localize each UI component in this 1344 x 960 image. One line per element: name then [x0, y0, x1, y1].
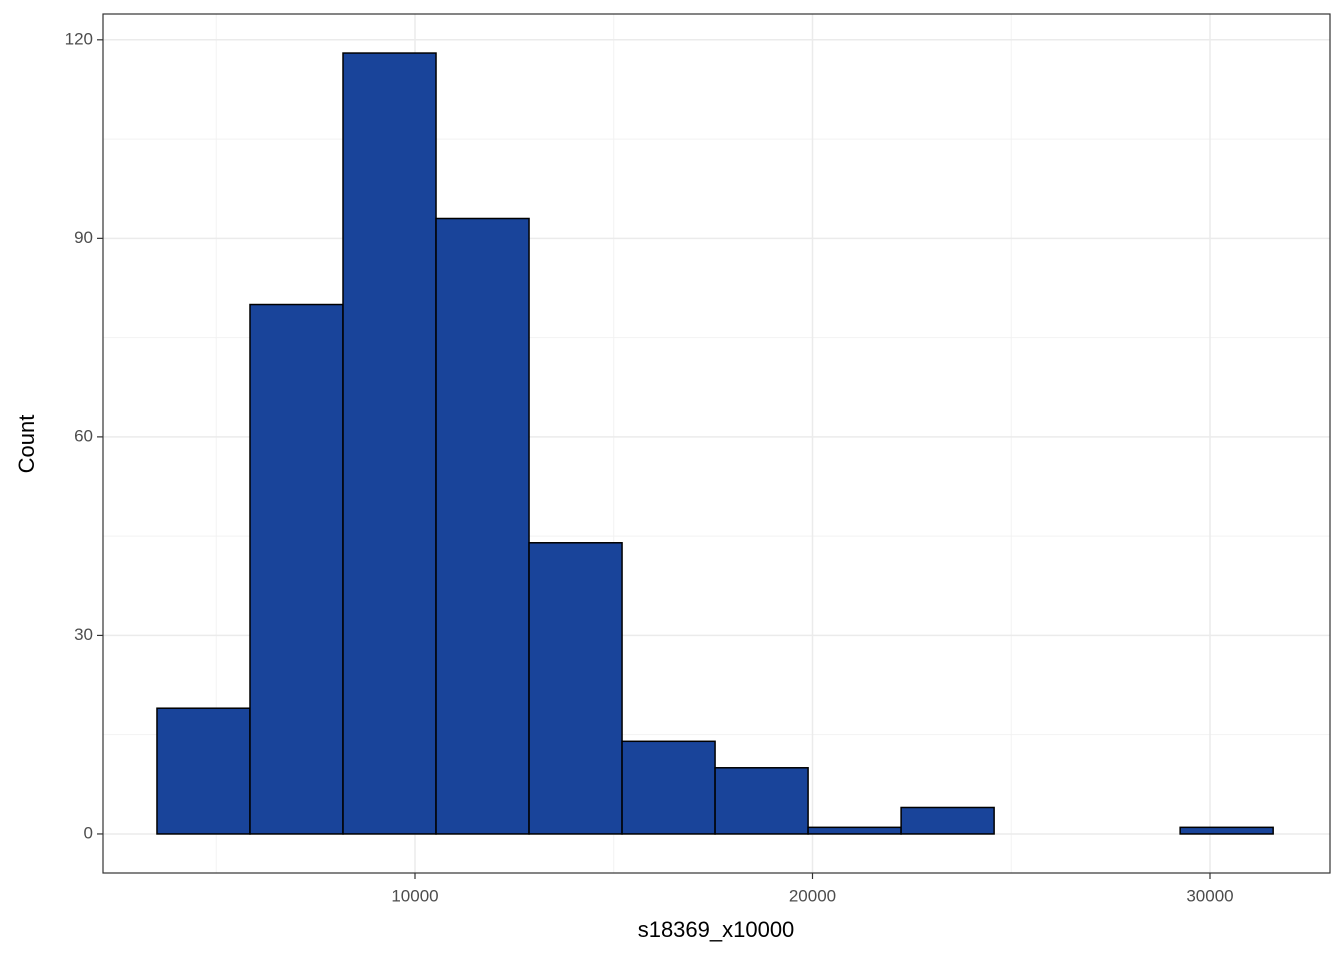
bar	[714, 767, 809, 835]
y-tick-label: 30	[74, 625, 93, 644]
panel-border	[102, 13, 1331, 874]
x-tick-label: 30000	[1186, 886, 1233, 905]
bar	[249, 303, 344, 835]
x-tick-label: 20000	[789, 886, 836, 905]
bar	[807, 826, 902, 835]
bar	[435, 217, 530, 835]
y-tick-label: 0	[84, 823, 93, 842]
y-tick-label: 120	[65, 29, 93, 48]
x-axis-title: s18369_x10000	[638, 917, 795, 942]
y-axis-title: Count	[14, 415, 39, 474]
y-tick-label: 90	[74, 228, 93, 247]
bar	[342, 52, 437, 835]
bar	[1179, 826, 1274, 835]
bar	[528, 542, 623, 835]
bar	[900, 806, 995, 835]
bar	[156, 707, 251, 835]
x-tick-label: 10000	[391, 886, 438, 905]
bar	[621, 740, 716, 835]
y-tick-label: 60	[74, 426, 93, 445]
